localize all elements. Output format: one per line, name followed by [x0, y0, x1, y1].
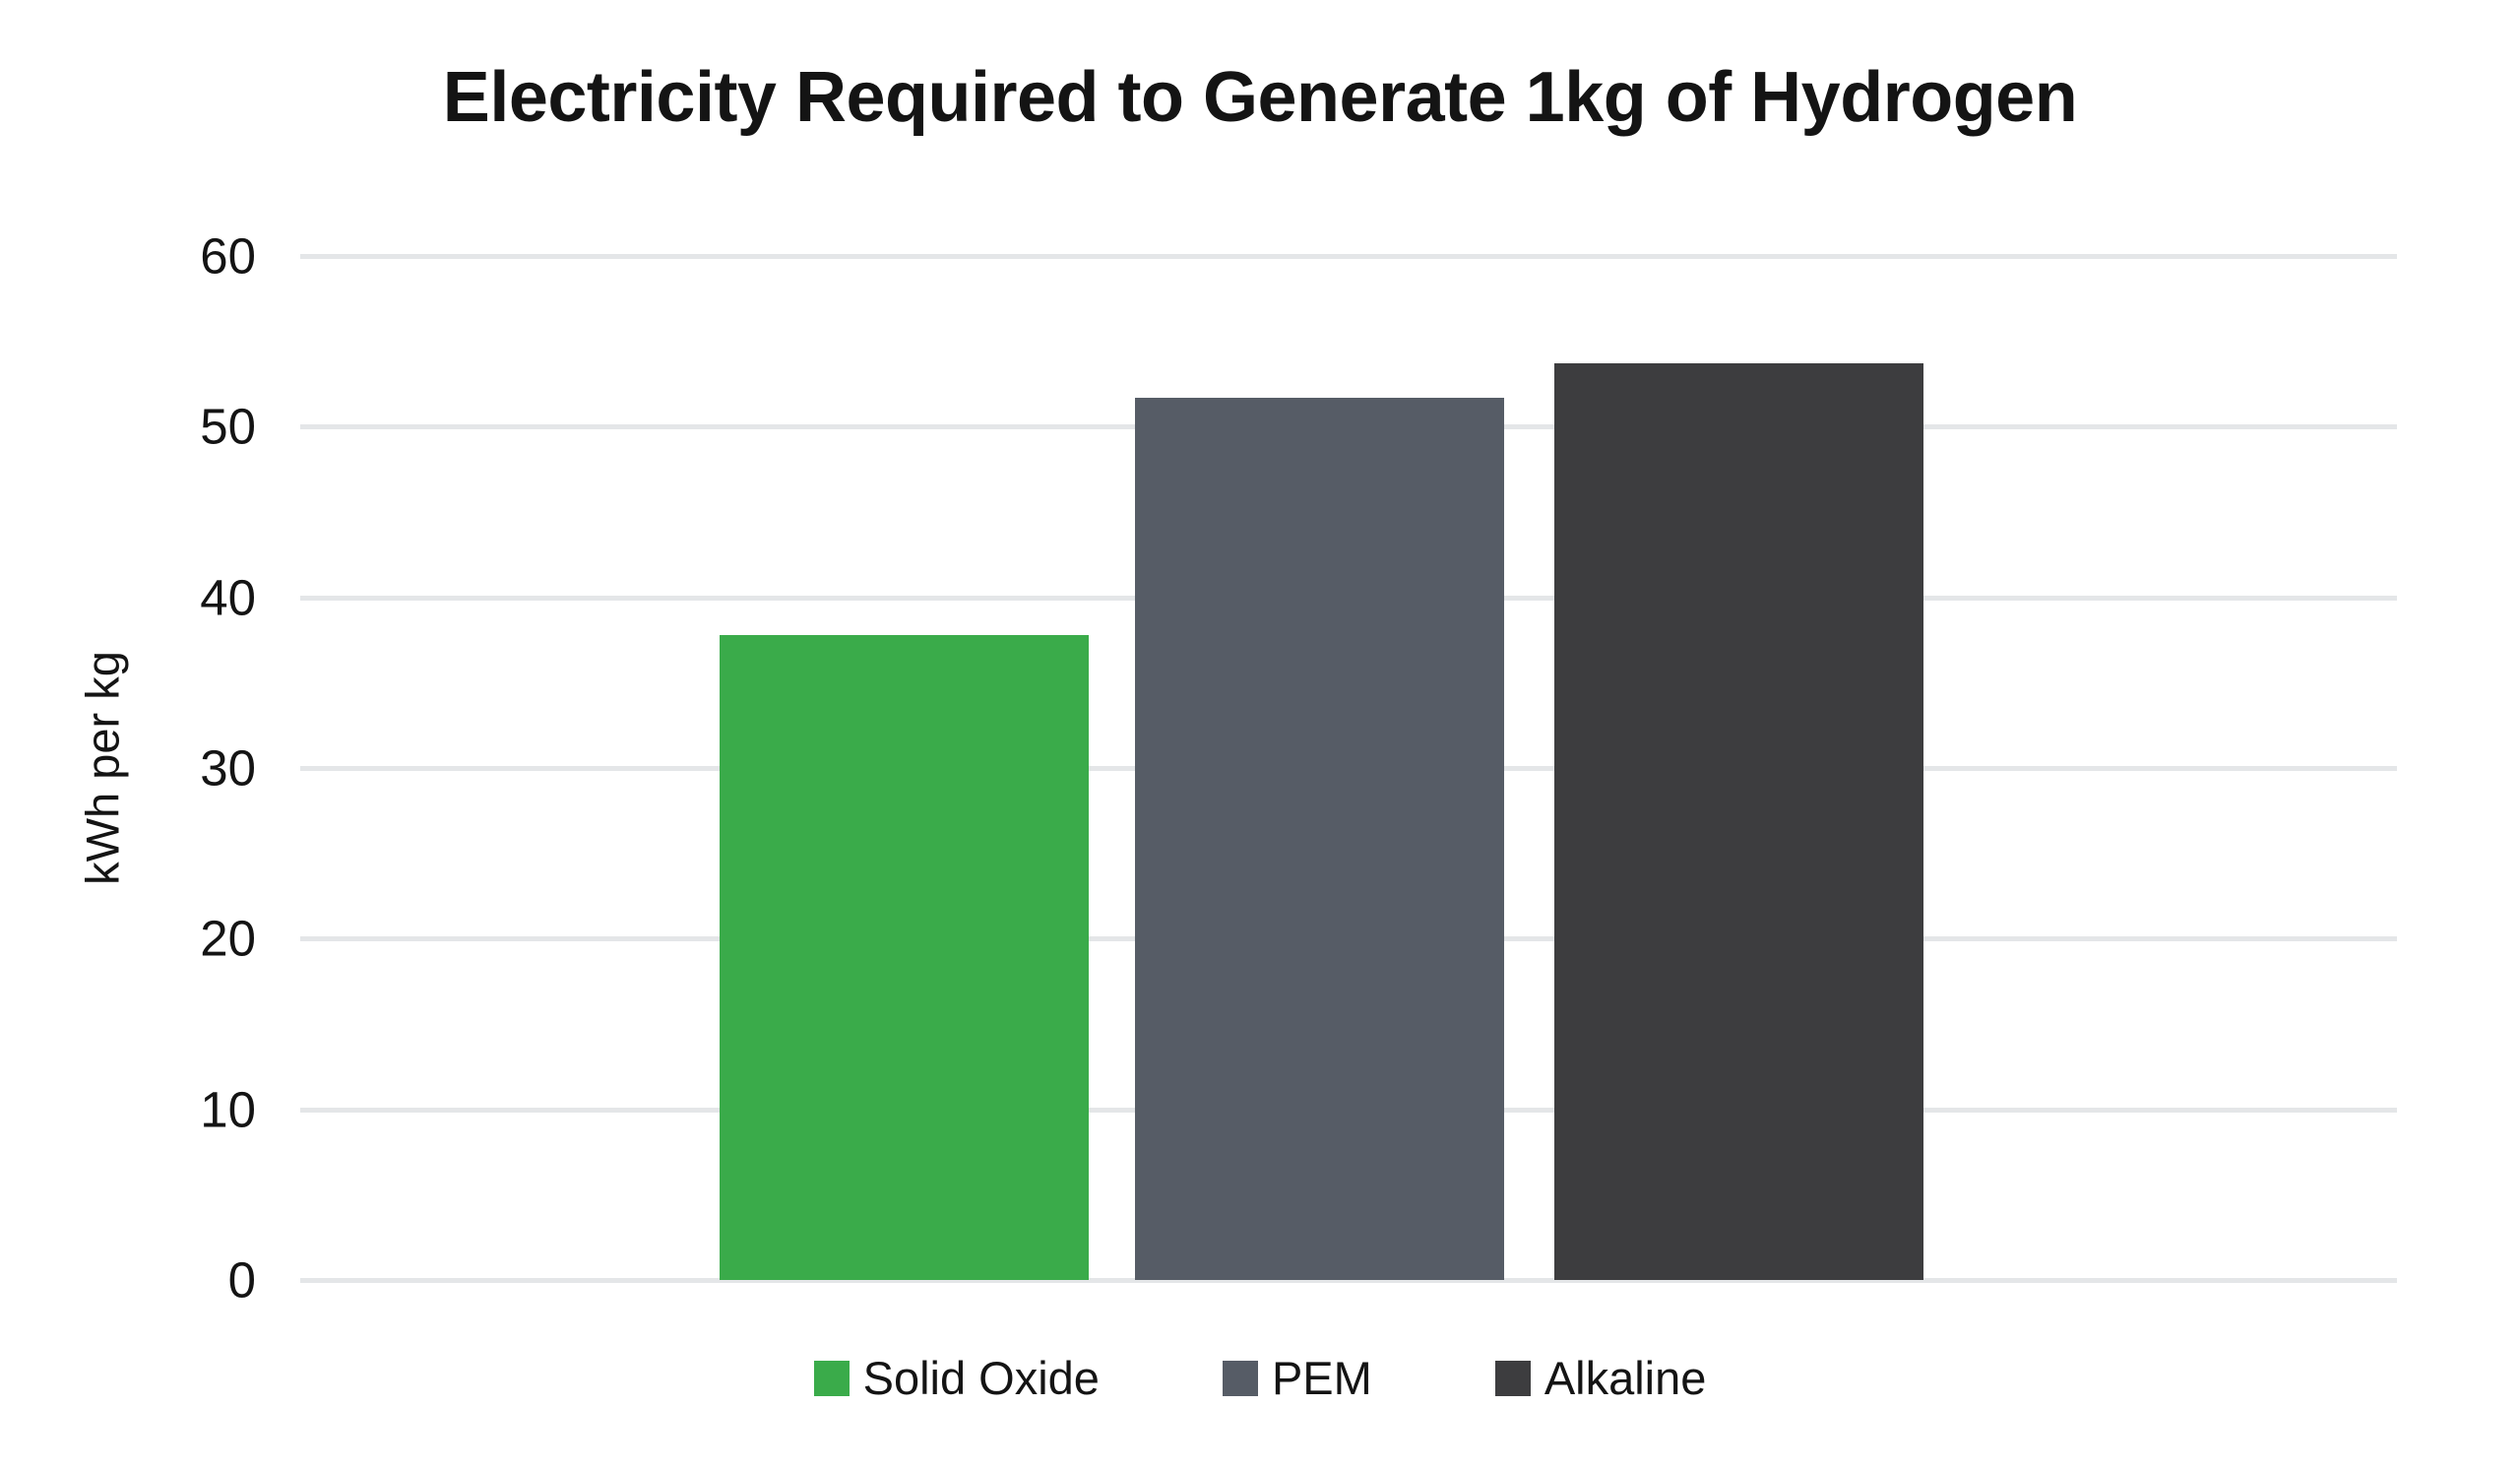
y-tick-label-40: 40 [200, 569, 256, 626]
legend-item-pem: PEM [1222, 1352, 1372, 1404]
legend-label: Solid Oxide [862, 1352, 1100, 1404]
plot-area: 0 10 20 30 40 50 60 [200, 231, 2397, 1306]
y-tick-label-50: 50 [200, 398, 256, 455]
chart-title: Electricity Required to Generate 1kg of … [442, 58, 2078, 137]
legend-swatch-icon [813, 1360, 850, 1396]
legend-item-alkaline: Alkaline [1494, 1352, 1707, 1404]
gridline-60 [300, 254, 2397, 259]
bar-pem [1135, 397, 1504, 1280]
legend: Solid Oxide PEM Alkaline [0, 1355, 2520, 1401]
y-tick-label-60: 60 [200, 227, 256, 285]
legend-swatch-icon [1494, 1360, 1531, 1396]
y-tick-label-20: 20 [200, 910, 256, 967]
y-axis-title: kWh per kg [76, 651, 129, 885]
y-tick-label-10: 10 [200, 1081, 256, 1138]
legend-swatch-icon [1222, 1360, 1258, 1396]
bar-alkaline [1554, 363, 1923, 1280]
bar-solid-oxide [720, 634, 1089, 1280]
legend-label: PEM [1271, 1352, 1372, 1404]
y-tick-label-0: 0 [227, 1251, 256, 1309]
legend-item-solid-oxide: Solid Oxide [813, 1352, 1100, 1404]
legend-label: Alkaline [1544, 1352, 1707, 1404]
gridline-0 [300, 1278, 2397, 1283]
y-tick-label-30: 30 [200, 739, 256, 797]
